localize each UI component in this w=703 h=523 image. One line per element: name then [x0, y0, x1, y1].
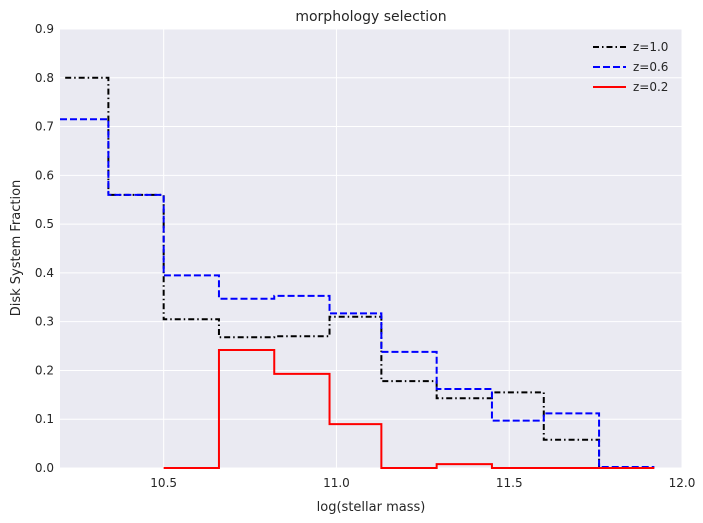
y-tick-label: 0.5	[35, 217, 54, 231]
series-line-z=0.2	[163, 348, 655, 469]
legend-label: z=1.0	[633, 40, 668, 54]
y-tick-labels: 0.0 0.1 0.2 0.3 0.4 0.5 0.6 0.7 0.8 0.9	[35, 22, 54, 475]
x-tick-label: 10.5	[150, 476, 177, 490]
x-tick-label: 11.0	[323, 476, 350, 490]
y-tick-label: 0.0	[35, 461, 54, 475]
legend-label: z=0.2	[633, 80, 668, 94]
plot-background	[60, 29, 682, 468]
y-tick-label: 0.8	[35, 71, 54, 85]
y-axis-label: Disk System Fraction	[9, 180, 24, 317]
y-tick-label: 0.1	[35, 412, 54, 426]
y-tick-label: 0.2	[35, 363, 54, 377]
y-tick-label: 0.3	[35, 315, 54, 329]
y-tick-label: 0.9	[35, 22, 54, 36]
legend-label: z=0.6	[633, 60, 668, 74]
series-line-z=0.6	[60, 118, 655, 469]
x-tick-label: 11.5	[496, 476, 523, 490]
y-tick-label: 0.6	[35, 168, 54, 182]
chart-title: morphology selection	[295, 9, 446, 25]
x-axis-label: log(stellar mass)	[317, 500, 426, 515]
x-tick-label: 12.0	[669, 476, 696, 490]
series-layer	[60, 76, 655, 469]
x-tick-labels: 10.5 11.0 11.5 12.0	[150, 476, 695, 490]
y-tick-label: 0.4	[35, 266, 54, 280]
legend: z=1.0 z=0.6 z=0.2	[593, 40, 668, 94]
y-tick-label: 0.7	[35, 120, 54, 134]
